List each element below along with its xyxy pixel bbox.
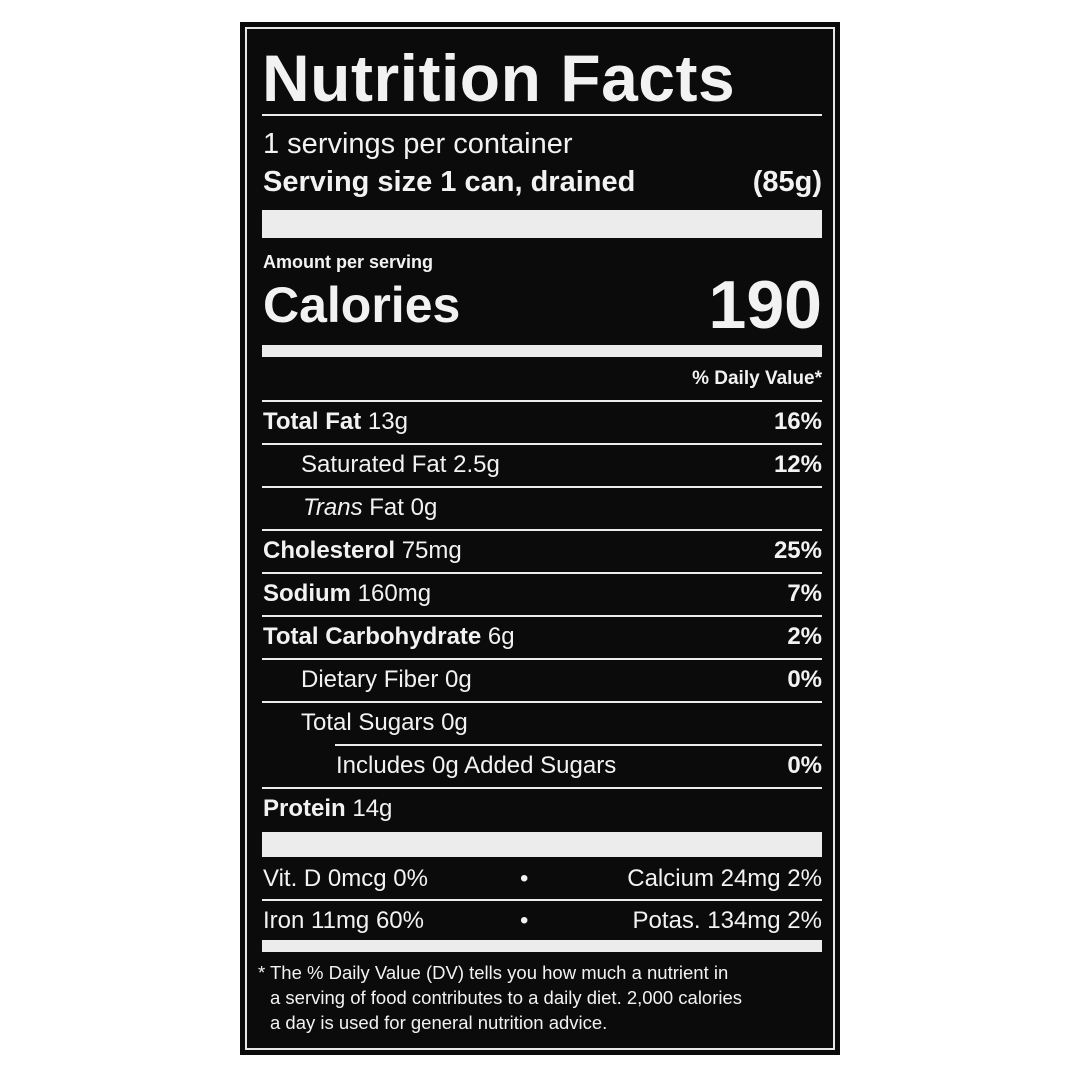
nutrient-daily-value: 25%	[773, 537, 822, 564]
nutrient-name: Total Carbohydrate	[263, 623, 482, 650]
nutrient-amount: 0g	[410, 494, 438, 521]
nutrient-row: Trans Fat 0g	[303, 494, 437, 522]
nutrient-amount: 0g	[445, 666, 472, 693]
nutrient-amount: 75mg	[401, 537, 462, 564]
nutrient-row: Protein 14g	[263, 795, 392, 823]
divider	[262, 443, 822, 445]
serving-size-weight: (85g)	[752, 166, 822, 198]
divider	[262, 787, 822, 789]
medium-divider	[262, 345, 822, 357]
divider	[262, 899, 822, 901]
nutrient-amount: 14g	[352, 795, 393, 822]
divider	[262, 658, 822, 660]
daily-value-header: % Daily Value*	[692, 368, 822, 389]
divider	[335, 744, 822, 746]
footnote-line: a day is used for general nutrition advi…	[270, 1012, 608, 1033]
nutrient-daily-value: 7%	[787, 580, 822, 607]
footnote-line: * The % Daily Value (DV) tells you how m…	[258, 962, 729, 983]
divider	[262, 701, 822, 703]
nutrient-row: Sodium 160mg	[263, 580, 431, 608]
nutrient-name: Total Sugars	[301, 709, 435, 736]
nutrient-daily-value: 2%	[787, 623, 822, 650]
nutrient-amount: 2.5g	[453, 451, 500, 478]
divider	[262, 529, 822, 531]
nutrient-daily-value: 0%	[787, 666, 822, 693]
nutrient-row: Dietary Fiber 0g	[301, 666, 472, 694]
bullet: •	[520, 865, 529, 892]
nutrient-daily-value: 12%	[773, 451, 822, 478]
serving-size: Serving size 1 can, drained	[263, 166, 636, 198]
calories-value: 190	[708, 267, 822, 343]
divider	[262, 400, 822, 402]
nutrient-name-italic: Trans	[303, 494, 363, 521]
nutrient-row: Saturated Fat 2.5g	[301, 451, 500, 479]
nutrition-facts-label	[240, 22, 840, 1055]
iron: Iron 11mg 60%	[263, 907, 424, 934]
nutrient-row: Total Fat 13g	[263, 408, 408, 436]
footnote-line: a serving of food contributes to a daily…	[270, 987, 743, 1008]
calcium: Calcium 24mg 2%	[627, 865, 822, 892]
footnote: * The % Daily Value (DV) tells you how m…	[258, 960, 742, 1035]
nutrient-name: Dietary Fiber	[301, 666, 439, 693]
nutrient-amount: 0g	[441, 709, 468, 736]
nutrient-row: Total Sugars 0g	[301, 709, 468, 737]
thick-divider	[262, 832, 822, 857]
nutrient-amount: 160mg	[357, 580, 432, 607]
nutrient-name: Fat	[369, 494, 404, 521]
divider	[262, 114, 822, 116]
nutrient-name: Protein	[263, 795, 346, 822]
bullet: •	[520, 907, 529, 934]
nutrient-amount: 13g	[367, 408, 408, 435]
nutrient-name: Saturated Fat	[301, 451, 447, 478]
nutrient-name: Includes 0g Added Sugars	[336, 752, 617, 779]
nutrient-name: Cholesterol	[263, 537, 396, 564]
amount-per-serving: Amount per serving	[263, 252, 434, 272]
nutrient-daily-value: 16%	[773, 408, 822, 435]
nutrient-row: Total Carbohydrate 6g	[263, 623, 515, 651]
title: Nutrition Facts	[262, 41, 736, 115]
nutrient-name: Sodium	[263, 580, 351, 607]
divider	[262, 572, 822, 574]
divider	[262, 615, 822, 617]
medium-divider	[262, 940, 822, 952]
label-border	[245, 27, 835, 1050]
nutrient-row: Cholesterol 75mg	[263, 537, 462, 565]
thick-divider	[262, 210, 822, 238]
nutrient-row: Includes 0g Added Sugars	[336, 752, 616, 780]
vitamin-d: Vit. D 0mcg 0%	[263, 865, 428, 892]
servings-per-container: 1 servings per container	[263, 128, 573, 160]
nutrient-amount: 6g	[487, 623, 515, 650]
potassium: Potas. 134mg 2%	[632, 907, 822, 934]
nutrient-daily-value: 0%	[787, 752, 822, 779]
calories-label: Calories	[263, 277, 461, 333]
nutrient-name: Total Fat	[263, 408, 362, 435]
divider	[262, 486, 822, 488]
